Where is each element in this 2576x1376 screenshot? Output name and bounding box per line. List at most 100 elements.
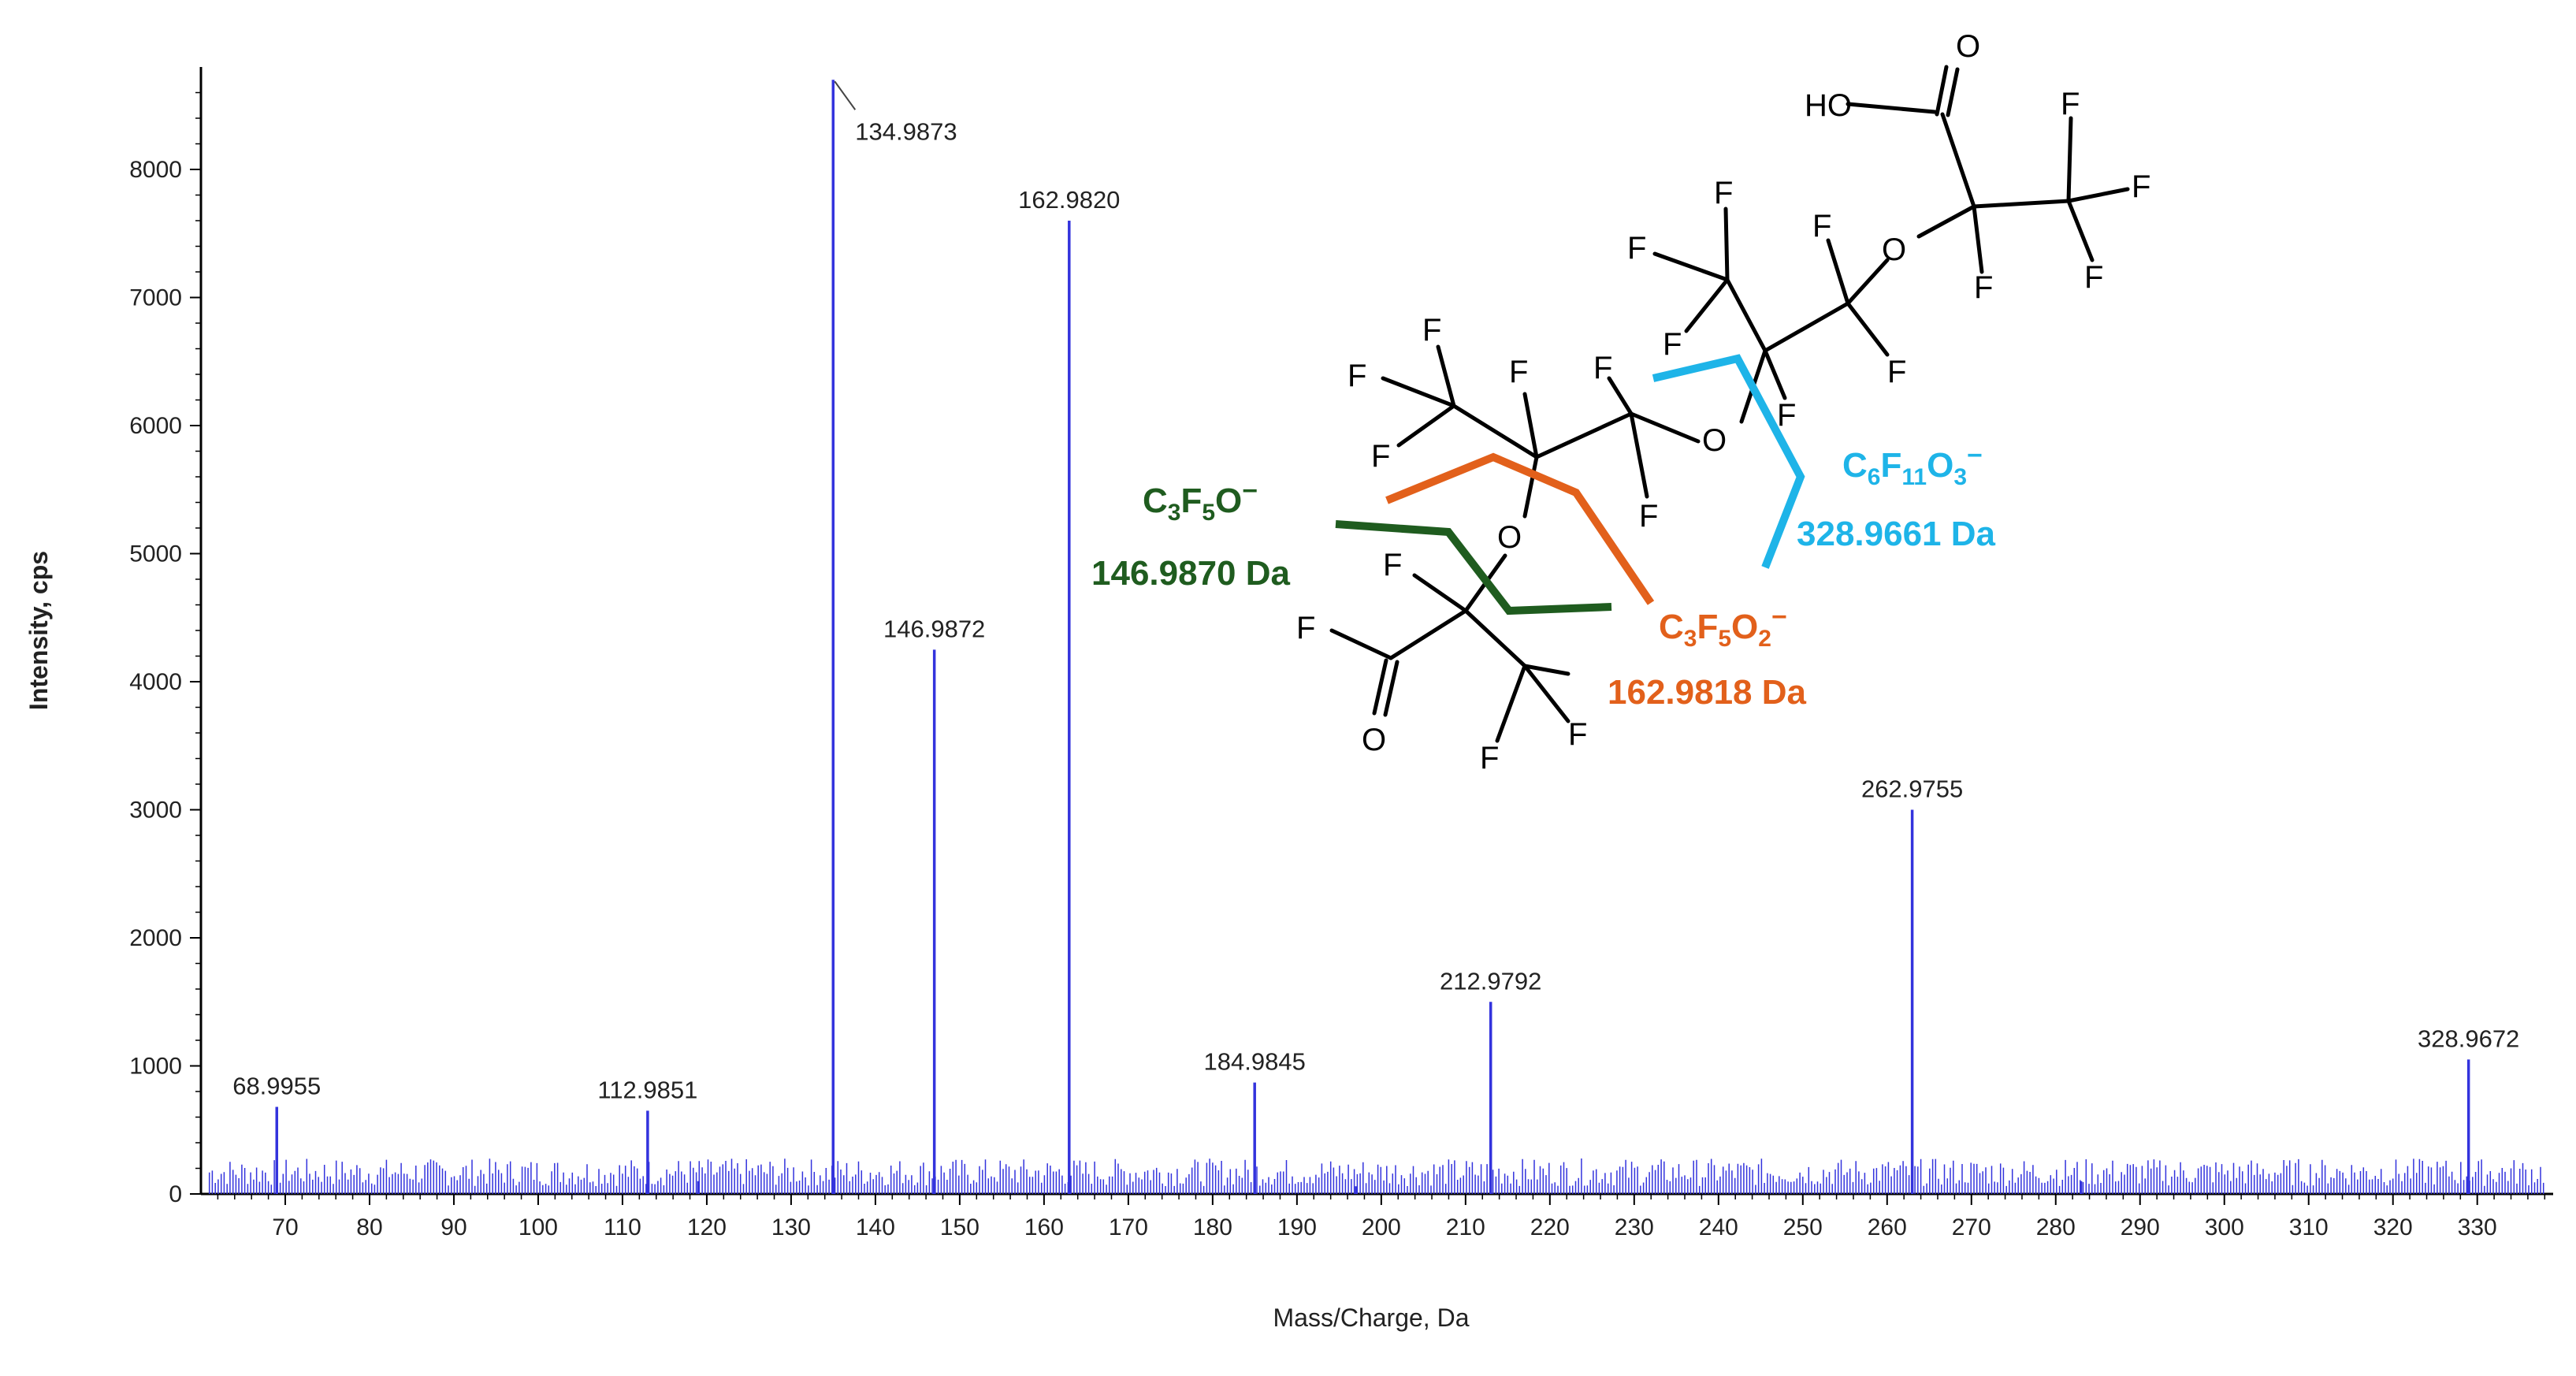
bond-cf-cf3d <box>1463 608 1527 668</box>
y-tick-label: 0 <box>169 1181 182 1207</box>
bond-cf3c-f3 <box>1396 404 1456 448</box>
atom-ether-oxygen: O <box>1702 423 1727 458</box>
y-tick-label: 3000 <box>129 798 182 824</box>
bond-o-cf2b <box>1629 411 1701 444</box>
atom-fluorine: F <box>1383 548 1402 582</box>
peak-label: 212.9792 <box>1440 967 1541 995</box>
fragment-mass-c6f11o3: 328.9661 Da <box>1797 515 1996 553</box>
bond-c-c1 <box>1940 112 1976 209</box>
y-tick-label: 6000 <box>129 413 182 439</box>
bond-cf-cf3c <box>1452 404 1539 459</box>
bond-cf-f3 <box>1412 573 1468 613</box>
x-tick-label: 250 <box>1783 1214 1823 1240</box>
bond-c-o-double-2 <box>1946 67 1960 117</box>
atom-hydroxyl: HO <box>1805 88 1852 123</box>
bond-c1-o <box>1916 204 1976 239</box>
bond-cf3d-f3 <box>1522 664 1571 676</box>
x-tick-label: 180 <box>1193 1214 1232 1240</box>
fragment-annotations: C3F5O− 146.9870 Da C3F5O2− 162.9818 Da C… <box>1091 441 1996 712</box>
bond-cf3d-f1 <box>1522 664 1571 723</box>
bond-cf3-f1 <box>2066 116 2073 203</box>
x-tick-label: 220 <box>1530 1214 1570 1240</box>
x-tick-label: 310 <box>2289 1214 2329 1240</box>
axis-ticks: 70 80 90 100 110 120 130 140 150 160 170 180 190 200 2… <box>129 91 2546 1240</box>
peak-label: 112.9851 <box>597 1076 697 1103</box>
fragment-formula-c6f11o3: C6F11O3− <box>1842 441 1983 490</box>
atom-ether-oxygen: O <box>1882 232 1906 267</box>
y-tick-label: 7000 <box>129 285 182 311</box>
atom-carbonyl-oxygen: O <box>1956 29 1980 64</box>
bond-cf3d-f2 <box>1495 664 1527 743</box>
bond-cf3c-f1 <box>1436 344 1456 408</box>
fragment-formula-c3f5o2: C3F5O2− <box>1659 602 1787 652</box>
peak-label: 134.9873 <box>855 117 957 145</box>
chemical-structure <box>1329 65 2130 743</box>
x-axis-title: Mass/Charge, Da <box>1273 1303 1470 1332</box>
y-tick-label: 5000 <box>129 541 182 567</box>
x-tick-label: 270 <box>1952 1214 1991 1240</box>
fragment-cut-line-c3f5o <box>1335 520 1612 615</box>
bond-cf2-cf <box>1763 301 1850 353</box>
atom-ether-oxygen: O <box>1497 520 1522 555</box>
x-tick-label: 90 <box>440 1214 467 1240</box>
bond-c-o-double-3 <box>1372 658 1388 716</box>
x-tick-label: 290 <box>2121 1214 2160 1240</box>
atom-fluorine: F <box>2061 87 2080 121</box>
atom-labels: HO O F F F F O F F F F F F O F F F F F F… <box>1296 29 2150 775</box>
bond-cf2b-cf <box>1534 411 1634 459</box>
baseline-noise <box>208 1158 2544 1194</box>
y-tick-label: 1000 <box>129 1054 182 1080</box>
bond-cof-f <box>1329 628 1393 660</box>
x-tick-label: 130 <box>771 1214 811 1240</box>
y-tick-label: 8000 <box>129 157 182 183</box>
bond-cf2-f2 <box>1846 301 1890 357</box>
atom-fluorine: F <box>1627 231 1646 266</box>
x-tick-label: 330 <box>2458 1214 2497 1240</box>
bond-cf3-f2 <box>2066 187 2130 203</box>
atom-fluorine: F <box>1371 439 1390 474</box>
chart-axes <box>199 67 2553 1196</box>
y-tick-label: 4000 <box>129 669 182 695</box>
bond-o-cf2 <box>1846 258 1890 306</box>
x-tick-label: 260 <box>1868 1214 1907 1240</box>
peak-label: 146.9872 <box>883 615 985 642</box>
bond-cf-o2 <box>1522 455 1539 519</box>
x-tick-label: 300 <box>2205 1214 2244 1240</box>
bond-cf-cf3 <box>1725 277 1768 353</box>
atom-fluorine: F <box>2084 260 2103 295</box>
x-tick-label: 230 <box>1615 1214 1654 1240</box>
bond-c-o-double-1 <box>1935 65 1949 117</box>
atom-fluorine: F <box>1663 327 1682 362</box>
peak-label: 262.9755 <box>1861 775 1963 803</box>
atom-fluorine: F <box>1480 741 1499 775</box>
bond-ho-c <box>1846 102 1937 114</box>
bond-cf-f2 <box>1522 392 1539 459</box>
atom-fluorine: F <box>2132 169 2150 204</box>
atom-fluorine: F <box>1422 313 1441 348</box>
fragment-mass-c3f5o: 146.9870 Da <box>1091 554 1291 593</box>
x-tick-label: 160 <box>1024 1214 1064 1240</box>
fragment-mass-c3f5o2: 162.9818 Da <box>1608 673 1807 712</box>
y-axis-title: Intensity, cps <box>24 551 53 710</box>
peak-label: 184.9845 <box>1204 1048 1306 1076</box>
peak-label: 328.9672 <box>2418 1025 2519 1052</box>
bond-cf-f <box>1763 348 1787 400</box>
peak-label: 162.9820 <box>1018 186 1120 214</box>
atom-fluorine: F <box>1509 355 1528 389</box>
bond-cf2b-f2 <box>1629 411 1649 499</box>
x-tick-label: 110 <box>604 1214 641 1240</box>
peak-label-leader <box>834 80 857 110</box>
x-tick-label: 320 <box>2373 1214 2413 1240</box>
bond-cf2b-f1 <box>1607 376 1634 416</box>
x-tick-label: 280 <box>2036 1214 2076 1240</box>
atom-fluorine: F <box>1812 209 1831 244</box>
atom-carbonyl-oxygen: O <box>1362 723 1386 757</box>
bond-cf2-f1 <box>1826 238 1850 306</box>
x-tick-label: 70 <box>272 1214 298 1240</box>
x-tick-label: 140 <box>856 1214 895 1240</box>
bond-cf3b-f1 <box>1723 206 1730 282</box>
bond-cf3-f3 <box>2066 199 2095 262</box>
bond-cf-cof <box>1388 608 1468 660</box>
atom-fluorine: F <box>1296 611 1315 645</box>
